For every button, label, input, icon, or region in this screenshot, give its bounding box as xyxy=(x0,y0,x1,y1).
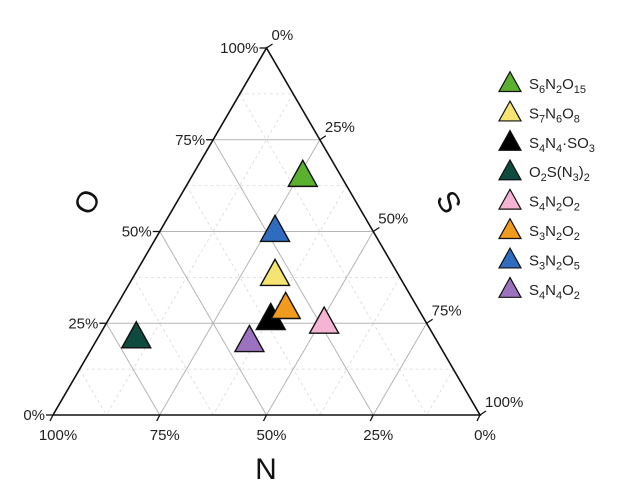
legend-label-S6N2O15: S6N2O15 xyxy=(529,76,586,96)
legend-marker-S4N4·SO3 xyxy=(497,129,523,151)
minor-gridline-s xyxy=(106,93,294,416)
gridlines xyxy=(79,93,454,416)
legend-marker-S4N2O2 xyxy=(497,188,523,210)
minor-gridline-s xyxy=(319,277,401,416)
major-gridline-n xyxy=(159,231,267,416)
legend-label-S7N6O8: S7N6O8 xyxy=(529,105,580,125)
marker-S7N6O8 xyxy=(259,257,291,287)
tick-label-n: 50% xyxy=(256,427,286,444)
tick-mark-n xyxy=(369,414,374,422)
tick-label-o: 0% xyxy=(23,407,45,424)
tick-label-n: 0% xyxy=(474,427,496,444)
minor-gridline-n xyxy=(239,93,427,416)
minor-gridline-n xyxy=(79,368,107,416)
major-gridline-n xyxy=(105,322,161,416)
legend-label-O2S(N3)2: O2S(N3)2 xyxy=(529,164,590,184)
legend-label-S4N2O2: S4N2O2 xyxy=(529,194,580,214)
legend-label-S3N2O5: S3N2O5 xyxy=(529,252,580,272)
legend: S6N2O15 S7N6O8 S4N4·SO3 O2S(N3)2 S4N2O2 S3N2O… xyxy=(497,70,595,302)
tick-label-o: 25% xyxy=(68,315,98,332)
tick-label-s: 25% xyxy=(325,119,355,136)
major-gridline-s xyxy=(372,322,428,416)
tick-mark-s xyxy=(372,226,380,233)
tick-mark-s xyxy=(426,318,433,324)
legend-marker-S4N4O2 xyxy=(497,276,523,298)
minor-gridline-n xyxy=(186,185,321,416)
axis-label-s: S xyxy=(429,185,468,219)
marker-S3N2O2 xyxy=(270,290,302,320)
minor-gridline-n xyxy=(132,277,214,416)
tick-mark-s xyxy=(319,135,327,141)
tick-label-n: 25% xyxy=(363,427,393,444)
tick-label-s: 100% xyxy=(485,394,523,411)
minor-gridline-s xyxy=(212,185,347,416)
legend-label-S3N2O2: S3N2O2 xyxy=(529,223,580,243)
marker-S6N2O15 xyxy=(287,158,319,188)
tick-label-o: 50% xyxy=(122,224,152,241)
minor-gridline-s xyxy=(426,368,454,416)
tick-mark-n xyxy=(476,414,481,422)
tick-mark-s xyxy=(479,410,487,416)
tick-label-s: 0% xyxy=(272,27,294,44)
tick-labels: 0% 25% 50% 75% 100% 0% 25% 50% 75% 100% 100% 75% 50%… xyxy=(23,27,523,444)
tick-label-o: 100% xyxy=(220,40,258,57)
major-gridline-n xyxy=(212,139,374,416)
tick-label-n: 100% xyxy=(39,427,77,444)
legend-marker-S6N2O15 xyxy=(497,70,523,93)
tick-label-s: 75% xyxy=(432,302,462,319)
legend-marker-S3N2O2 xyxy=(497,217,523,240)
axis-label-n: N xyxy=(255,453,277,486)
tick-mark-n xyxy=(262,414,268,422)
legend-marker-O2S(N3)2 xyxy=(497,158,523,181)
marker-S3N2O5 xyxy=(259,213,291,243)
legend-marker-S7N6O8 xyxy=(497,99,523,122)
tick-label-n: 75% xyxy=(150,427,180,444)
tick-mark-n xyxy=(49,414,54,422)
axis-label-o: O xyxy=(68,184,108,221)
marker-S4N4O2 xyxy=(233,323,266,353)
legend-label-S4N4O2: S4N4O2 xyxy=(529,282,580,302)
tick-label-o: 75% xyxy=(175,132,205,149)
tick-mark-s xyxy=(266,43,273,49)
marker-S4N2O2 xyxy=(308,305,340,334)
marker-O2S(N3)2 xyxy=(120,320,152,349)
legend-label-S4N4·SO3: S4N4·SO3 xyxy=(529,135,595,155)
data-markers xyxy=(120,158,340,353)
tick-label-s: 50% xyxy=(378,211,408,228)
legend-marker-S3N2O5 xyxy=(497,246,523,269)
tick-mark-n xyxy=(156,414,161,422)
triangle-frame xyxy=(46,43,487,422)
